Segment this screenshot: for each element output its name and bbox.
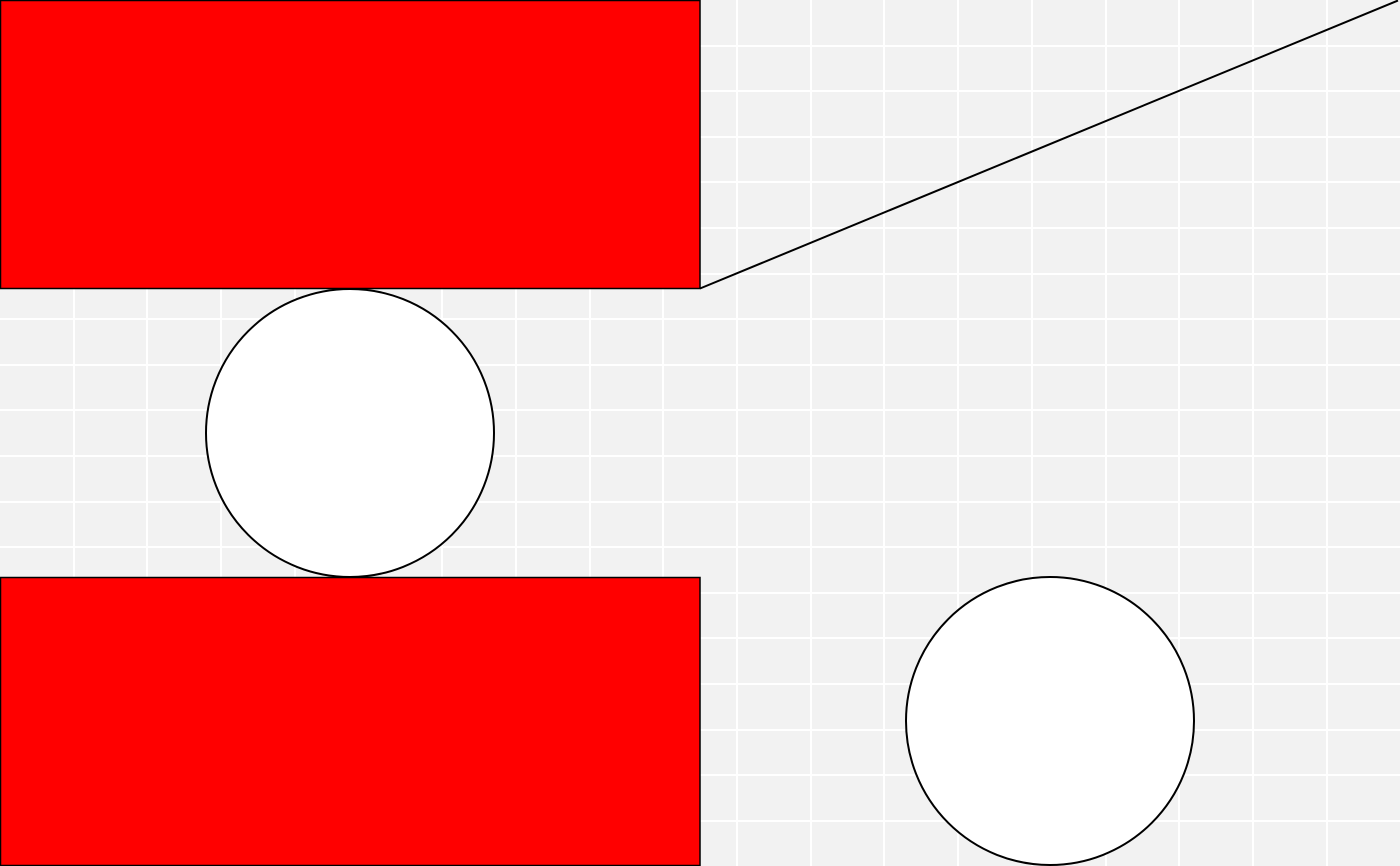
top-red-rectangle[interactable] [0, 0, 701, 290]
left-white-circle[interactable] [205, 288, 495, 578]
right-white-circle[interactable] [905, 576, 1195, 866]
diagonal-connector-line[interactable] [699, 0, 1399, 290]
bottom-red-rectangle[interactable] [0, 576, 701, 866]
